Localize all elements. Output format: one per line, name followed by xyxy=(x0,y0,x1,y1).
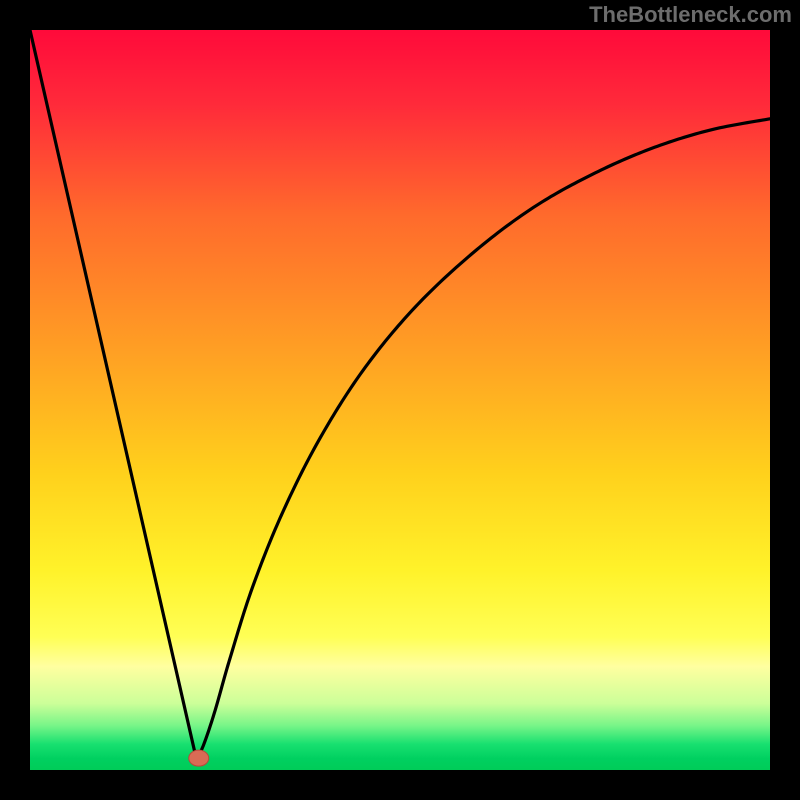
plot-area xyxy=(30,30,770,770)
watermark-text: TheBottleneck.com xyxy=(589,2,792,28)
curve-svg xyxy=(30,30,770,770)
minimum-marker xyxy=(189,750,209,766)
curve-line xyxy=(30,30,770,760)
